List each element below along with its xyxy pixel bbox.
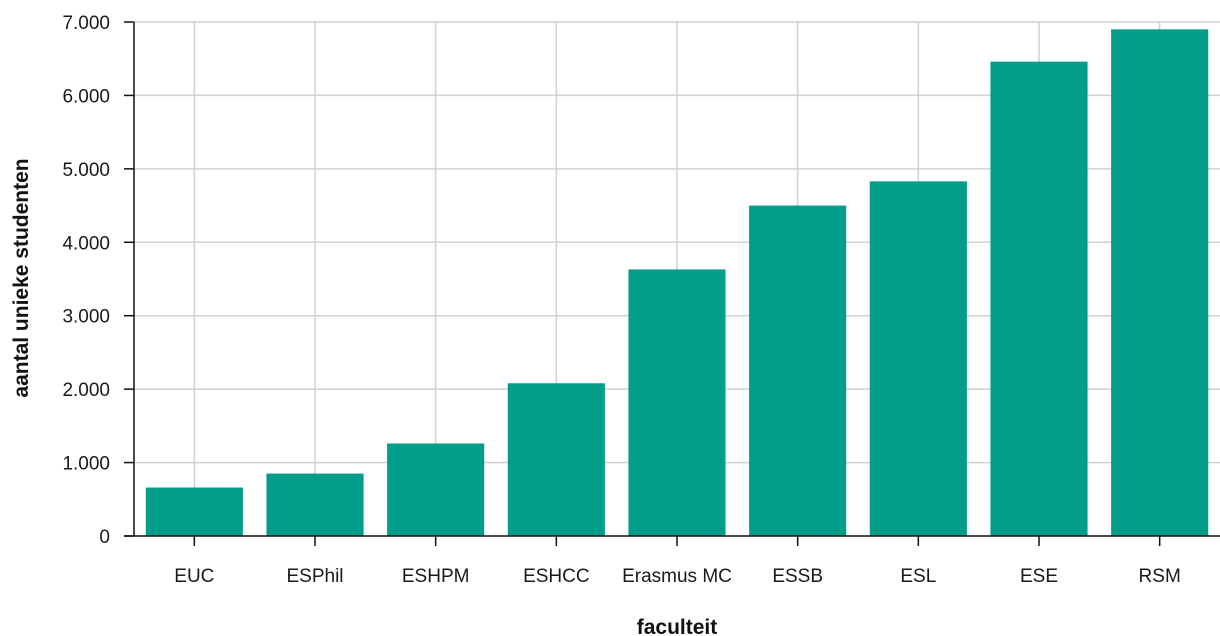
x-tick-label: ESL <box>900 566 936 587</box>
y-tick-label: 5.000 <box>62 160 110 181</box>
x-tick-label: ESHCC <box>523 566 590 587</box>
bar-euc <box>145 487 243 536</box>
bar-eshcc <box>507 383 605 536</box>
tick-labels: 0 1.000 2.000 3.000 4.000 5.000 6.000 7.000 EUC E… <box>62 13 1180 587</box>
bar-essb <box>749 205 847 537</box>
y-tick-label: 1.000 <box>62 454 110 475</box>
y-tick-label: 6.000 <box>62 86 110 107</box>
y-tick-label: 0 <box>99 527 110 548</box>
x-tick-label: ESE <box>1020 566 1058 587</box>
bars <box>145 29 1209 537</box>
bar-erasmus-mc <box>628 269 726 536</box>
bar-esl <box>869 181 967 536</box>
y-tick-label: 7.000 <box>62 13 110 34</box>
x-tick-label: EUC <box>174 566 214 587</box>
y-tick-label: 4.000 <box>62 233 110 254</box>
y-tick-label: 2.000 <box>62 380 110 401</box>
x-tick-label: RSM <box>1139 566 1181 587</box>
x-tick-label: Erasmus MC <box>622 566 732 587</box>
bar-ese <box>990 61 1088 536</box>
x-tick-label: ESSB <box>772 566 823 587</box>
bar-esphil <box>266 473 364 536</box>
bar-eshpm <box>387 443 485 536</box>
y-axis-title: aantal unieke studenten <box>10 158 33 397</box>
x-tick-label: ESHPM <box>402 566 470 587</box>
y-tick-label: 3.000 <box>62 307 110 328</box>
axes <box>124 21 1220 546</box>
x-axis-title: faculteit <box>637 616 718 636</box>
x-tick-label: ESPhil <box>286 566 343 587</box>
bar-rsm <box>1111 29 1209 536</box>
